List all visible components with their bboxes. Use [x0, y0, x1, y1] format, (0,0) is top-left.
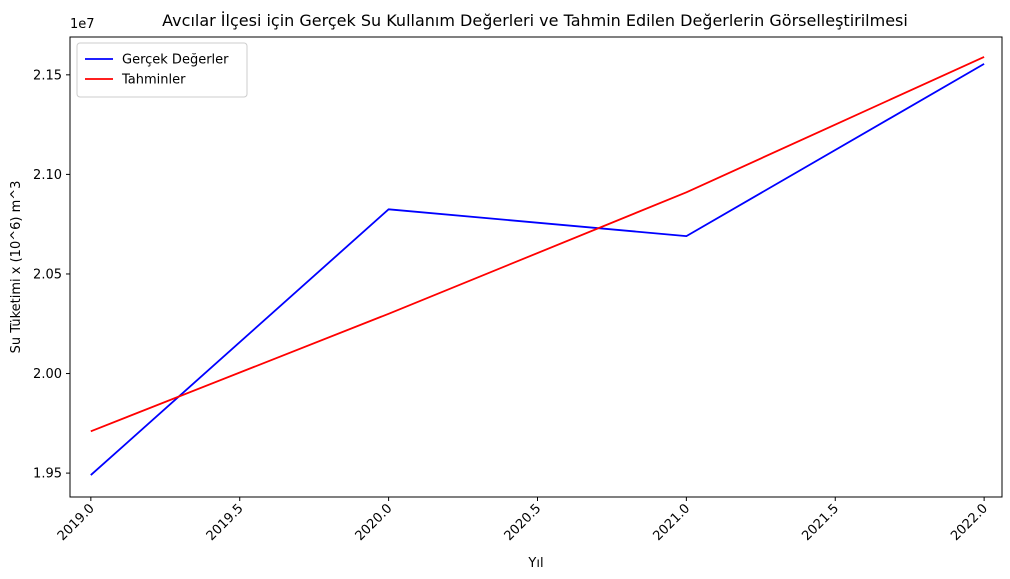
y-tick-label: 2.10 [33, 168, 62, 183]
x-tick-label: 2019.5 [204, 501, 247, 544]
x-tick-label: 2021.0 [650, 501, 693, 544]
legend-entry: Tahminler [121, 73, 186, 88]
series-group [90, 56, 985, 476]
series-line [90, 63, 985, 476]
y-axis-ticks: 1.95 2.00 2.05 2.10 2.15 [33, 68, 70, 482]
x-tick-label: 2022.0 [948, 501, 991, 544]
legend: Gerçek Değerler Tahminler [76, 42, 248, 98]
legend-box [76, 42, 248, 98]
y-axis-label: Su Tüketimi x (10^6) m^3 [9, 181, 24, 354]
x-tick-label: 2021.5 [799, 501, 842, 544]
y-axis-offset-label: 1e7 [70, 17, 95, 32]
x-axis-ticks: 2019.0 2019.5 2020.0 2020.5 2021.0 2021.5 2022… [55, 497, 991, 544]
y-tick-label: 2.15 [33, 68, 62, 83]
legend-entry: Gerçek Değerler [122, 53, 229, 68]
chart-title: Avcılar İlçesi için Gerçek Su Kullanım D… [162, 11, 908, 30]
y-tick-label: 2.00 [33, 367, 62, 382]
x-axis-label: Yıl [527, 556, 543, 571]
x-tick-label: 2020.0 [353, 501, 396, 544]
x-tick-label: 2020.5 [502, 501, 545, 544]
x-tick-label: 2019.0 [55, 501, 98, 544]
y-tick-label: 2.05 [33, 267, 62, 282]
y-tick-label: 1.95 [33, 467, 62, 482]
series-line [90, 56, 985, 433]
plot-frame [69, 36, 1003, 498]
